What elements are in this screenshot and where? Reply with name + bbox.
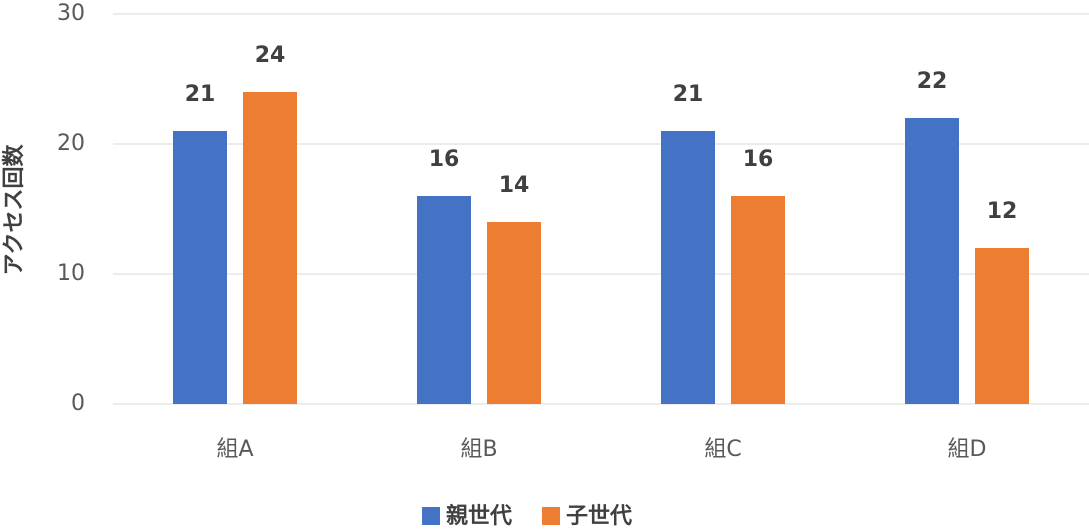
bar (905, 118, 959, 404)
legend-swatch (542, 507, 561, 525)
value-label: 24 (255, 43, 286, 68)
value-label: 22 (917, 69, 948, 94)
x-tick-label: 組D (948, 437, 987, 462)
legend-label: 親世代 (446, 504, 512, 528)
value-label: 21 (185, 82, 216, 107)
value-label: 16 (743, 147, 774, 172)
bar (975, 248, 1029, 404)
y-tick-label: 20 (57, 131, 85, 156)
y-tick-label: 30 (57, 1, 85, 26)
bar (661, 131, 715, 404)
legend-swatch (422, 507, 440, 525)
legend-label: 子世代 (566, 504, 632, 528)
x-tick-label: 組A (216, 437, 253, 462)
bar (243, 92, 297, 404)
x-tick-label: 組C (704, 437, 741, 462)
value-label: 14 (499, 173, 530, 198)
y-tick-label: 10 (57, 261, 85, 286)
value-label: 16 (429, 147, 460, 172)
y-axis-title: アクセス回数 (1, 144, 27, 276)
y-tick-label: 0 (71, 391, 85, 416)
bar (487, 222, 541, 404)
x-tick-label: 組B (460, 437, 497, 462)
bar (731, 196, 785, 404)
value-label: 12 (987, 199, 1018, 224)
bar (173, 131, 227, 404)
bar (417, 196, 471, 404)
value-label: 21 (673, 82, 704, 107)
